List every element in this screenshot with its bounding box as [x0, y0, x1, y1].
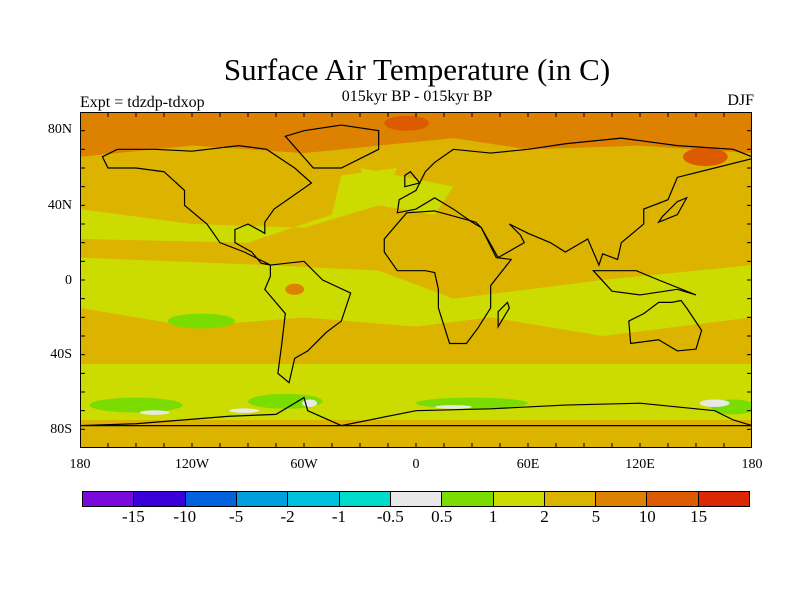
tropical-band	[80, 257, 752, 336]
britain-coastline	[404, 170, 421, 188]
colorbar-label: -5	[229, 507, 244, 526]
colorbar-swatch	[544, 492, 597, 506]
neutral-patch	[434, 405, 473, 409]
colorbar-swatch	[390, 492, 443, 506]
cool-patch	[167, 313, 235, 329]
colorbar-label: 2	[540, 507, 549, 526]
antarctica-field	[80, 421, 752, 448]
warm-anomaly	[682, 147, 728, 167]
japan-coastline	[657, 196, 689, 224]
colorbar-swatch	[698, 492, 750, 506]
colorbar-label: -0.5	[376, 507, 404, 526]
colorbar	[82, 491, 750, 507]
colorbar-swatch	[83, 492, 135, 506]
lat-label: 0	[65, 273, 72, 288]
greenland-coastline	[284, 124, 380, 169]
neutral-patch	[229, 408, 260, 413]
colorbar-label: 5	[591, 507, 601, 526]
south-america-coastline	[264, 260, 352, 384]
lon-label: 60W	[290, 457, 318, 472]
neutral-patch	[139, 410, 170, 415]
lon-label: 60E	[516, 457, 540, 472]
experiment-label: Expt = tdzdp-tdxop	[80, 94, 205, 111]
colorbar-label: 1	[488, 507, 498, 526]
lon-label: 180	[69, 457, 91, 472]
colorbar-swatch	[493, 492, 545, 506]
colorbar-label: -1	[331, 507, 347, 526]
lat-label: 80S	[50, 422, 72, 437]
arctic-warm-region	[80, 112, 752, 157]
north-america-coastline	[101, 144, 313, 266]
lat-label: 40N	[47, 198, 72, 213]
madagascar-coastline	[497, 301, 510, 329]
plot-subtitle: 015kyr BP - 015kyr BP	[341, 88, 493, 105]
colorbar-swatch	[442, 492, 494, 506]
colorbar-label: 0.5	[431, 507, 453, 526]
lon-label: 180	[741, 457, 763, 472]
plot-title: Surface Air Temperature (in C)	[223, 52, 611, 87]
lat-label: 80N	[47, 122, 72, 137]
warm-anomaly	[384, 115, 430, 131]
colorbar-label: 10	[638, 507, 656, 526]
colorbar-swatch	[596, 492, 648, 506]
temperature-map	[80, 112, 752, 448]
australia-coastline	[628, 299, 703, 352]
cool-patch	[89, 397, 183, 413]
lon-label: 120W	[174, 457, 210, 472]
colorbar-label: -2	[280, 507, 295, 526]
antarctica-coastline	[80, 396, 752, 427]
mild-region	[80, 168, 398, 243]
southern-ocean-band	[80, 364, 752, 420]
colorbar-swatch	[236, 492, 289, 506]
season-label: DJF	[727, 92, 754, 109]
lat-label: 40S	[50, 347, 72, 362]
colorbar-label: 15	[690, 507, 708, 526]
indonesia-coastline	[591, 270, 697, 296]
lon-label: 0	[412, 457, 420, 472]
colorbar-swatch	[185, 492, 237, 506]
colorbar-label: -10	[173, 507, 197, 526]
mild-region	[360, 168, 454, 215]
colorbar-swatch	[647, 492, 699, 506]
africa-coastline	[383, 210, 513, 345]
warm-patch	[285, 283, 304, 295]
neutral-patch	[699, 399, 730, 407]
cool-patch	[416, 397, 528, 409]
colorbar-label: -15	[122, 507, 145, 526]
colorbar-swatch	[134, 492, 186, 506]
colorbar-swatch	[288, 492, 340, 506]
colorbar-swatch	[339, 492, 391, 506]
lon-label: 120E	[625, 457, 655, 472]
